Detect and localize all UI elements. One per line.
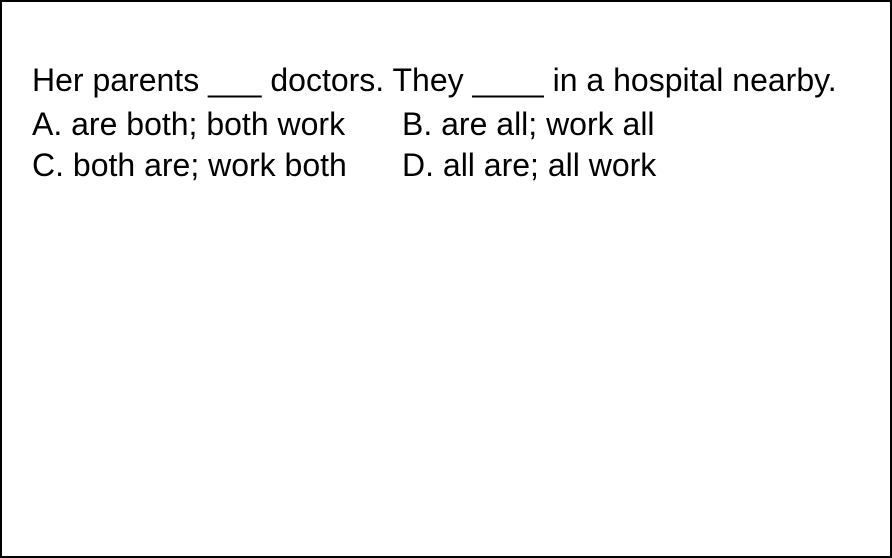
option-a-letter: A.	[32, 106, 62, 142]
option-d-text: all are; all work	[443, 147, 656, 183]
option-c-text: both are; work both	[73, 147, 347, 183]
option-b-letter: B.	[402, 106, 432, 142]
options-row-2: C. both are; work both D. all are; all w…	[32, 145, 866, 187]
option-d-letter: D.	[402, 147, 434, 183]
option-b-text: are all; work all	[441, 106, 654, 142]
option-d: D. all are; all work	[402, 145, 656, 187]
options-row-1: A. are both; both work B. are all; work …	[32, 104, 866, 146]
option-c: C. both are; work both	[32, 145, 402, 187]
option-c-letter: C.	[32, 147, 64, 183]
option-a: A. are both; both work	[32, 104, 402, 146]
question-text: Her parents ___ doctors. They ____ in a …	[32, 60, 866, 102]
option-a-text: are both; both work	[71, 106, 345, 142]
option-b: B. are all; work all	[402, 104, 655, 146]
options-container: A. are both; both work B. are all; work …	[32, 104, 866, 187]
